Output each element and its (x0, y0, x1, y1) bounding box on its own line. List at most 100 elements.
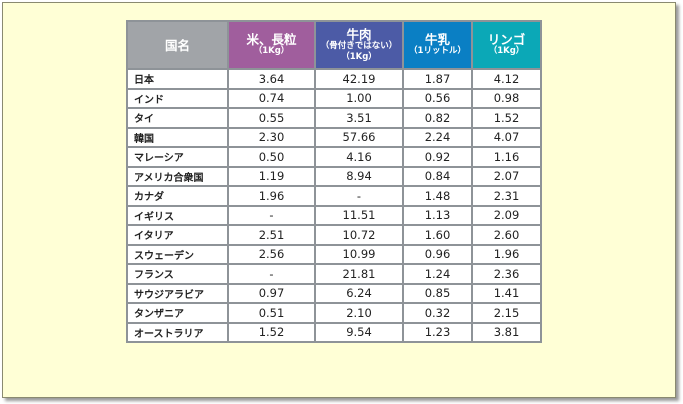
value-cell: 4.12 (471, 68, 542, 90)
value-cell: 2.60 (471, 224, 542, 246)
value-cell: 1.52 (471, 107, 542, 129)
value-cell: 2.36 (471, 263, 542, 285)
country-cell: タイ (126, 107, 229, 129)
value-cell: 21.81 (314, 263, 404, 285)
value-cell: 3.51 (314, 107, 404, 129)
value-cell: 0.32 (402, 302, 473, 324)
value-cell: 0.97 (227, 282, 316, 304)
value-cell: 10.72 (314, 224, 404, 246)
column-header-unit: （1Kg） (253, 46, 290, 56)
price-table: 国名 米、長粒 （1Kg） 牛肉 （骨付きではない） （1Kg） 牛乳 （1リットル） リンゴ（… (126, 20, 542, 343)
value-cell: - (227, 263, 316, 285)
country-cell: フランス (126, 263, 229, 285)
value-cell: 0.50 (227, 146, 316, 168)
value-cell: 1.87 (402, 68, 473, 90)
column-header-label: リンゴ (487, 32, 526, 47)
value-cell: 2.31 (471, 185, 542, 207)
value-cell: 2.51 (227, 224, 316, 246)
value-cell: 1.00 (314, 87, 404, 109)
column-header: 牛肉 （骨付きではない） （1Kg） (314, 20, 404, 70)
table-row: イタリア 2.51 10.72 1.60 2.60 (126, 224, 542, 246)
value-cell: 2.10 (314, 302, 404, 324)
table-row: アメリカ合衆国 1.19 8.94 0.84 2.07 (126, 165, 542, 187)
column-header-label: 国名 (164, 37, 190, 53)
column-header-unit: （骨付きではない） (320, 40, 398, 51)
table-row: カナダ 1.96-1.48 2.31 (126, 185, 542, 207)
value-cell: 3.81 (471, 321, 542, 343)
value-cell: 2.07 (471, 165, 542, 187)
table-row: イギリス -11.51 1.13 2.09 (126, 204, 542, 226)
column-header-label: 米、長粒 (246, 32, 297, 47)
column-header: 国名 (126, 20, 229, 70)
table-row: マレーシア 0.50 4.16 0.92 1.16 (126, 146, 542, 168)
value-cell: - (314, 185, 404, 207)
column-header-unit: （1Kg） (488, 46, 525, 56)
country-cell: 韓国 (126, 126, 229, 148)
value-cell: 0.98 (471, 87, 542, 109)
table-row: オーストラリア 1.52 9.54 1.23 3.81 (126, 321, 542, 343)
country-cell: スウェーデン (126, 243, 229, 265)
value-cell: 1.24 (402, 263, 473, 285)
value-cell: 1.19 (227, 165, 316, 187)
value-cell: 42.19 (314, 68, 404, 90)
column-header-unit: （1リットル） (409, 46, 466, 56)
value-cell: 4.16 (314, 146, 404, 168)
value-cell: 9.54 (314, 321, 404, 343)
country-cell: イタリア (126, 224, 229, 246)
column-header-label: 牛乳 (424, 32, 450, 47)
value-cell: 0.51 (227, 302, 316, 324)
value-cell: 1.23 (402, 321, 473, 343)
column-header: 牛乳 （1リットル） (402, 20, 473, 70)
value-cell: 1.60 (402, 224, 473, 246)
value-cell: 1.41 (471, 282, 542, 304)
table-row: 日本 3.64 42.19 1.87 4.12 (126, 68, 542, 90)
value-cell: 0.56 (402, 87, 473, 109)
value-cell: 2.24 (402, 126, 473, 148)
country-cell: サウジアラビア (126, 282, 229, 304)
value-cell: 1.96 (471, 243, 542, 265)
value-cell: 1.52 (227, 321, 316, 343)
value-cell: 8.94 (314, 165, 404, 187)
column-header-unit: （1Kg） (341, 51, 377, 62)
value-cell: 1.48 (402, 185, 473, 207)
table-row: フランス -21.81 1.24 2.36 (126, 263, 542, 285)
country-cell: タンザニア (126, 302, 229, 324)
country-cell: カナダ (126, 185, 229, 207)
value-cell: 0.84 (402, 165, 473, 187)
value-cell: - (227, 204, 316, 226)
column-header-label: 牛肉 (346, 26, 372, 42)
value-cell: 0.96 (402, 243, 473, 265)
value-cell: 0.85 (402, 282, 473, 304)
column-header: リンゴ （1Kg） (471, 20, 542, 70)
value-cell: 11.51 (314, 204, 404, 226)
country-cell: アメリカ合衆国 (126, 165, 229, 187)
value-cell: 2.15 (471, 302, 542, 324)
value-cell: 6.24 (314, 282, 404, 304)
value-cell: 10.99 (314, 243, 404, 265)
table-row: タンザニア 0.51 2.10 0.32 2.15 (126, 302, 542, 324)
country-cell: 日本 (126, 68, 229, 90)
header-row: 国名 米、長粒 （1Kg） 牛肉 （骨付きではない） （1Kg） 牛乳 （1リットル） リンゴ（… (126, 20, 542, 70)
value-cell: 4.07 (471, 126, 542, 148)
column-header: 米、長粒 （1Kg） (227, 20, 316, 70)
country-cell: インド (126, 87, 229, 109)
table-row: 韓国 2.30 57.66 2.24 4.07 (126, 126, 542, 148)
country-cell: イギリス (126, 204, 229, 226)
value-cell: 2.09 (471, 204, 542, 226)
value-cell: 0.92 (402, 146, 473, 168)
value-cell: 1.96 (227, 185, 316, 207)
country-cell: オーストラリア (126, 321, 229, 343)
value-cell: 0.55 (227, 107, 316, 129)
table-row: スウェーデン 2.56 10.99 0.96 1.96 (126, 243, 542, 265)
table-row: サウジアラビア 0.97 6.24 0.85 1.41 (126, 282, 542, 304)
country-cell: マレーシア (126, 146, 229, 168)
value-cell: 0.82 (402, 107, 473, 129)
value-cell: 57.66 (314, 126, 404, 148)
value-cell: 2.30 (227, 126, 316, 148)
value-cell: 1.16 (471, 146, 542, 168)
value-cell: 2.56 (227, 243, 316, 265)
value-cell: 3.64 (227, 68, 316, 90)
table-row: タイ 0.55 3.51 0.82 1.52 (126, 107, 542, 129)
value-cell: 1.13 (402, 204, 473, 226)
value-cell: 0.74 (227, 87, 316, 109)
